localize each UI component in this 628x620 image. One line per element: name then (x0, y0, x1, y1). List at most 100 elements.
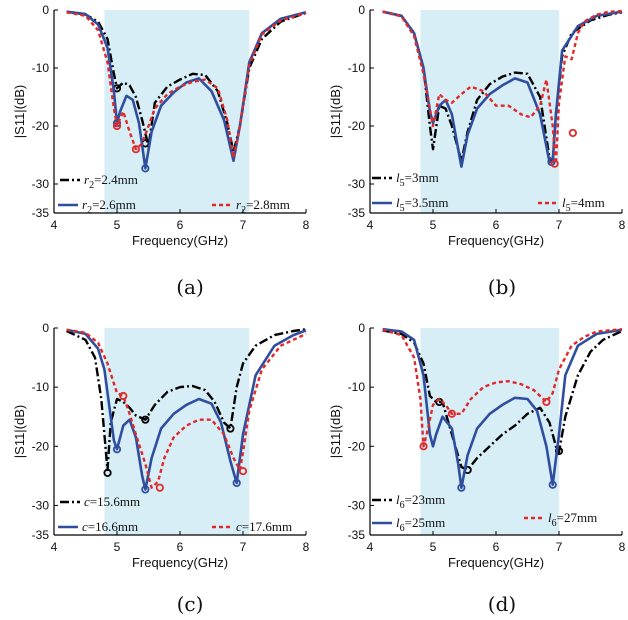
resonance-marker (447, 409, 456, 418)
y-tick-label: -30 (32, 177, 50, 191)
panel-label: (b) (488, 275, 516, 299)
series-line-black (382, 10, 623, 163)
resonance-marker (568, 128, 577, 138)
resonance-marker (457, 483, 466, 492)
panel-c: 4 5 6 7 8 0 -10 -20 -30 -35 Frequency(GHz) |S11|(dB… (12, 321, 310, 616)
x-tick-label: 8 (619, 540, 626, 554)
legend-label: l6=27mm (548, 510, 597, 529)
x-tick-label: 5 (114, 540, 121, 554)
x-tick-label: 4 (367, 218, 374, 232)
series-line-blue (66, 328, 307, 491)
legend-label: l6=23mm (396, 492, 445, 511)
y-tick-label: -20 (348, 119, 366, 133)
panel-b: 4 5 6 7 8 0 -10 -20 -30 -35 Frequency(GHz) |S11|(dB… (328, 3, 626, 299)
frequency-band-highlight (420, 10, 559, 213)
x-axis-title: Frequency(GHz) (448, 555, 544, 570)
resonance-marker (119, 391, 128, 401)
resonance-marker (548, 480, 557, 489)
x-axis-title: Frequency(GHz) (448, 233, 544, 248)
x-tick-label: 5 (114, 218, 121, 232)
panel-a: 4 5 6 7 8 0 -10 -20 -30 -35 Frequency(GHz) |S11|(dB… (12, 3, 310, 299)
panel-d: 4 5 6 7 8 0 -10 -20 -30 -35 Frequency(GHz) |S11|(dB… (328, 321, 626, 616)
panel-label: (d) (488, 592, 516, 616)
y-tick-label: 0 (358, 321, 365, 335)
y-tick-label: 0 (358, 3, 365, 17)
x-tick-label: 8 (303, 540, 310, 554)
x-tick-label: 7 (556, 218, 563, 232)
resonance-marker (141, 485, 150, 494)
series-line-red (382, 10, 623, 165)
x-tick-label: 7 (240, 218, 247, 232)
x-tick-label: 4 (367, 540, 374, 554)
y-axis-title: |S11|(dB) (12, 85, 27, 138)
resonance-marker (155, 483, 164, 492)
x-tick-label: 5 (430, 540, 437, 554)
y-tick-label: -35 (348, 206, 366, 220)
resonance-marker (112, 445, 122, 454)
series-line-red (66, 11, 307, 160)
y-tick-label: 0 (42, 3, 49, 17)
legend-label: c=15.6mm (84, 494, 140, 509)
frequency-band-highlight (420, 328, 559, 535)
legend-label: l5=4mm (562, 195, 605, 214)
x-tick-label: 4 (51, 540, 58, 554)
x-axis-title: Frequency(GHz) (132, 555, 228, 570)
y-axis-title: |S11|(dB) (328, 405, 343, 458)
y-axis-title: |S11|(dB) (12, 405, 27, 458)
y-tick-label: -30 (348, 177, 366, 191)
series-line-black (66, 328, 307, 472)
x-tick-label: 7 (240, 540, 247, 554)
resonance-marker (131, 145, 140, 154)
y-tick-label: -10 (348, 380, 366, 394)
y-axis-title: |S11|(dB) (328, 85, 343, 138)
series-line-blue (382, 327, 623, 490)
legend-label: r2=2.4mm (84, 172, 138, 191)
resonance-marker (232, 478, 241, 488)
series-line-red (382, 328, 623, 448)
y-tick-label: -35 (32, 528, 50, 542)
x-tick-label: 6 (177, 540, 184, 554)
resonance-marker (103, 468, 112, 477)
resonance-marker (141, 164, 150, 173)
frequency-band-highlight (104, 328, 250, 535)
x-tick-label: 4 (51, 218, 58, 232)
y-tick-label: -35 (348, 528, 366, 542)
series-line-red (66, 328, 307, 489)
resonance-marker (226, 424, 235, 433)
panel-label: (a) (176, 275, 204, 299)
legend-label: l6=25mm (396, 515, 445, 534)
resonance-marker (238, 467, 248, 476)
legend-label: l5=3mm (396, 170, 439, 189)
panel-label: (c) (177, 592, 204, 616)
x-tick-label: 8 (619, 218, 626, 232)
x-tick-label: 6 (177, 218, 184, 232)
resonance-marker (550, 159, 559, 168)
legend-label: l5=3.5mm (396, 195, 448, 214)
x-tick-label: 6 (493, 218, 500, 232)
series-line-black (382, 329, 623, 472)
y-tick-label: 0 (42, 321, 49, 335)
y-tick-label: -20 (32, 439, 50, 453)
y-tick-label: -30 (348, 498, 366, 512)
y-tick-label: -30 (32, 498, 50, 512)
resonance-marker (542, 397, 551, 407)
legend-label: c=17.6mm (236, 519, 292, 534)
x-tick-label: 8 (303, 218, 310, 232)
x-tick-label: 7 (556, 540, 563, 554)
y-tick-label: -20 (348, 439, 366, 453)
y-tick-label: -35 (32, 206, 50, 220)
resonance-marker (112, 121, 122, 131)
x-tick-label: 5 (430, 218, 437, 232)
legend-label: r2=2.6mm (82, 197, 136, 216)
x-tick-label: 6 (493, 540, 500, 554)
y-tick-label: -10 (32, 380, 50, 394)
legend-label: c=16.6mm (82, 519, 138, 534)
y-tick-label: -10 (348, 61, 366, 75)
x-axis-title: Frequency(GHz) (132, 233, 228, 248)
legend-label: r2=2.8mm (236, 197, 290, 216)
y-tick-label: -10 (32, 61, 50, 75)
resonance-marker (141, 415, 150, 424)
y-tick-label: -20 (32, 119, 50, 133)
resonance-marker (419, 442, 428, 451)
